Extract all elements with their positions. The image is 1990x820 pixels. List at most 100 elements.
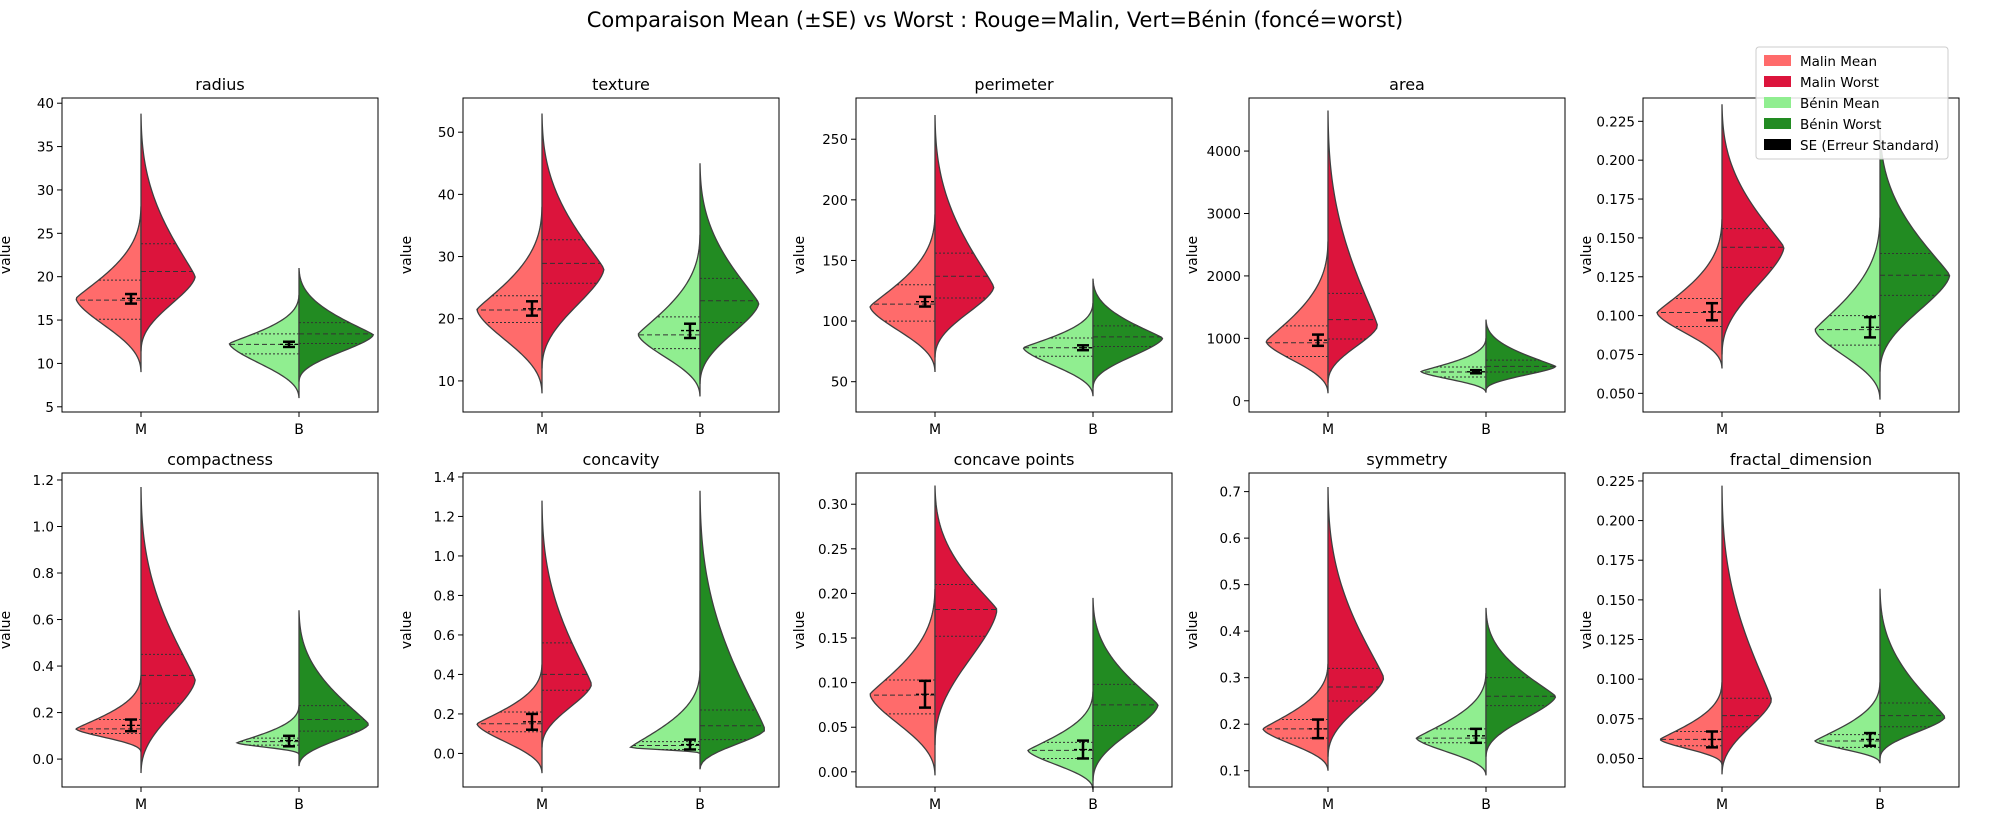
x-tick-label: B bbox=[1875, 797, 1885, 813]
violin-B-worst bbox=[1092, 597, 1159, 781]
panel-title: radius bbox=[195, 75, 244, 94]
y-axis-label: value bbox=[1185, 236, 1201, 274]
y-tick-label: 40 bbox=[438, 187, 455, 203]
panel-title: concavity bbox=[583, 450, 660, 469]
y-tick-label: 0.2 bbox=[434, 707, 455, 723]
x-tick-label: B bbox=[1481, 797, 1491, 813]
panel-compactness: compactness value 0.0 0.2 0.4 0.6 0.8 1.0 1.2 M B bbox=[0, 450, 379, 813]
y-tick-label: 0.4 bbox=[1220, 624, 1241, 640]
y-tick-label: 0.15 bbox=[818, 631, 848, 647]
y-tick-label: 0.4 bbox=[434, 667, 455, 683]
x-tick-label: B bbox=[1088, 422, 1098, 438]
y-tick-label: 1000 bbox=[1207, 331, 1241, 347]
y-tick-label: 0.100 bbox=[1596, 672, 1635, 688]
y-tick-label: 4000 bbox=[1207, 144, 1241, 160]
y-tick-label: 0.075 bbox=[1596, 347, 1635, 363]
panel-perimeter: perimeter value 50 100 150 200 250 M B bbox=[792, 75, 1173, 438]
legend-label: Malin Mean bbox=[1800, 54, 1877, 70]
y-tick-label: 0 bbox=[1232, 394, 1241, 410]
y-tick-label: 10 bbox=[438, 374, 455, 390]
x-tick-label: M bbox=[135, 422, 147, 438]
y-tick-label: 0.125 bbox=[1596, 270, 1635, 286]
violin-B-worst bbox=[1485, 607, 1557, 757]
y-tick-label: 0.125 bbox=[1596, 633, 1635, 649]
y-tick-label: 35 bbox=[37, 140, 54, 156]
y-tick-label: 0.1 bbox=[1220, 764, 1241, 780]
y-tick-label: 20 bbox=[438, 312, 455, 328]
y-tick-label: 0.100 bbox=[1596, 309, 1635, 325]
y-tick-label: 0.2 bbox=[1220, 717, 1241, 733]
y-tick-label: 0.0 bbox=[33, 752, 54, 768]
violin-B-worst bbox=[699, 490, 765, 770]
y-tick-label: 1.0 bbox=[33, 519, 54, 535]
violin-M-worst bbox=[1721, 485, 1772, 775]
y-tick-label: 0.6 bbox=[33, 613, 54, 629]
y-tick-label: 100 bbox=[822, 314, 848, 330]
violin-M-mean bbox=[476, 206, 543, 394]
violin-M-worst bbox=[934, 114, 995, 358]
violin-M-mean bbox=[869, 214, 936, 373]
y-tick-label: 0.225 bbox=[1596, 114, 1635, 130]
legend-box bbox=[1755, 46, 1949, 160]
violin-B-mean bbox=[228, 294, 300, 399]
y-tick-label: 0.175 bbox=[1596, 553, 1635, 569]
violin-M-worst bbox=[1327, 486, 1385, 757]
y-tick-label: 40 bbox=[37, 96, 54, 112]
x-tick-label: M bbox=[536, 797, 548, 813]
panel-title: fractal_dimension bbox=[1730, 450, 1872, 470]
legend: Malin Mean Malin Worst Bénin Mean Bénin Wor… bbox=[1755, 46, 1949, 160]
y-tick-label: 0.175 bbox=[1596, 192, 1635, 208]
panel-texture: texture value 10 20 30 40 50 M B bbox=[399, 75, 780, 438]
legend-label: SE (Erreur Standard) bbox=[1800, 138, 1939, 154]
x-tick-label: M bbox=[1716, 797, 1728, 813]
violin-B-mean bbox=[1027, 691, 1094, 790]
x-tick-label: M bbox=[536, 422, 548, 438]
y-tick-label: 0.2 bbox=[33, 706, 54, 722]
violin-M-mean bbox=[75, 206, 142, 373]
y-tick-label: 15 bbox=[37, 313, 54, 329]
violin-M-worst bbox=[541, 500, 592, 748]
plot-frame bbox=[61, 472, 379, 788]
panel-concavity: concavity value 0.0 0.2 0.4 0.6 0.8 1.0 1.2 1.4 M B bbox=[399, 450, 780, 813]
violin-B-worst bbox=[1879, 124, 1951, 372]
panel-title: perimeter bbox=[974, 75, 1054, 94]
y-tick-label: 1.2 bbox=[33, 473, 54, 489]
plot-frame bbox=[855, 472, 1173, 788]
plot-frame bbox=[1248, 472, 1566, 788]
legend-label: Bénin Mean bbox=[1800, 96, 1880, 112]
legend-swatch bbox=[1764, 139, 1791, 150]
violin-B-mean bbox=[1022, 302, 1094, 397]
y-tick-label: 2000 bbox=[1207, 269, 1241, 285]
violin-B-worst bbox=[298, 610, 369, 767]
legend-swatch bbox=[1764, 118, 1791, 129]
panel-title: concave points bbox=[954, 450, 1075, 469]
y-axis-label: value bbox=[0, 611, 14, 649]
y-tick-label: 0.7 bbox=[1220, 485, 1241, 501]
violin-M-worst bbox=[1721, 104, 1785, 355]
x-tick-label: B bbox=[294, 797, 304, 813]
figure-title: Comparaison Mean (±SE) vs Worst : Rouge=… bbox=[587, 8, 1403, 32]
violin-B-mean bbox=[235, 705, 300, 755]
y-axis-label: value bbox=[1579, 236, 1595, 274]
legend-swatch bbox=[1764, 76, 1791, 87]
violin-M-mean bbox=[869, 588, 936, 776]
x-tick-label: M bbox=[1322, 422, 1334, 438]
panel-title: texture bbox=[592, 75, 650, 94]
violin-M-worst bbox=[934, 485, 998, 746]
violin-B-worst bbox=[1879, 588, 1946, 759]
plot-frame bbox=[1642, 472, 1960, 788]
legend-swatch bbox=[1764, 97, 1791, 108]
y-tick-label: 1.2 bbox=[434, 509, 455, 525]
violin-M-mean bbox=[1656, 219, 1723, 369]
y-tick-label: 0.200 bbox=[1596, 514, 1635, 530]
y-tick-label: 1.0 bbox=[434, 549, 455, 565]
violin-M-mean bbox=[1659, 682, 1723, 765]
y-tick-label: 1.4 bbox=[434, 470, 455, 486]
panel-title: symmetry bbox=[1366, 450, 1447, 469]
violin-M-mean bbox=[476, 664, 543, 774]
y-axis-label: value bbox=[1579, 611, 1595, 649]
violin-M-worst bbox=[541, 113, 605, 369]
x-tick-label: M bbox=[1716, 422, 1728, 438]
y-tick-label: 25 bbox=[37, 226, 54, 242]
y-tick-label: 0.25 bbox=[818, 542, 848, 558]
